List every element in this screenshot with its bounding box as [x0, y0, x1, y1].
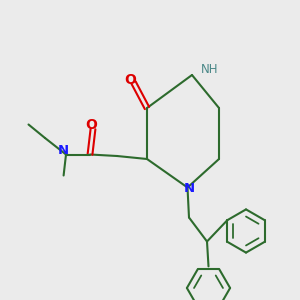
- Text: NH: NH: [201, 63, 218, 76]
- Text: N: N: [183, 182, 195, 196]
- Text: N: N: [57, 144, 69, 158]
- Text: O: O: [85, 118, 98, 132]
- Text: O: O: [124, 73, 136, 86]
